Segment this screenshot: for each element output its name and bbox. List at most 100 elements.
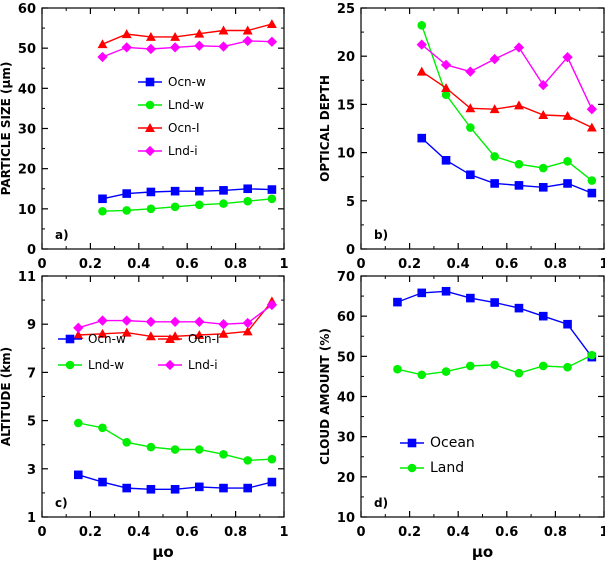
data-point	[219, 199, 228, 208]
data-point	[538, 183, 548, 192]
legend-marker	[145, 100, 155, 110]
x-tick-label: 0	[37, 257, 46, 272]
data-point	[490, 152, 499, 161]
data-point	[417, 288, 427, 298]
data-point	[514, 159, 524, 169]
data-point	[489, 53, 500, 65]
data-point	[98, 477, 107, 487]
y-axis-label: OPTICAL DEPTH	[318, 75, 332, 182]
x-tick-label: 0.2	[398, 257, 421, 272]
x-tick-label: 1	[279, 525, 288, 540]
data-point	[243, 196, 252, 206]
x-tick-label: 0.8	[544, 525, 567, 540]
data-point	[145, 331, 156, 341]
series-s2	[416, 66, 597, 132]
legend-entry: Ocn-I	[168, 121, 200, 135]
y-tick-label: 10	[18, 203, 36, 218]
data-point	[121, 42, 132, 53]
x-tick-label: 0.6	[495, 257, 518, 272]
y-tick-label: 50	[18, 42, 36, 57]
panel-letter: c)	[55, 496, 68, 510]
data-point	[145, 31, 156, 41]
y-tick-label: 30	[18, 123, 36, 138]
data-point	[393, 364, 402, 374]
data-point	[74, 418, 83, 428]
x-tick-label: 0.8	[224, 525, 247, 540]
data-point	[489, 104, 500, 114]
legend-entry: Ocn-I	[188, 332, 220, 346]
y-tick-label: 50	[337, 350, 355, 365]
y-tick-label: 15	[337, 98, 355, 113]
x-axis-label: μo	[472, 543, 493, 561]
data-point	[169, 42, 181, 53]
panel-letter: a)	[55, 228, 69, 242]
data-point	[586, 104, 598, 115]
series-s0	[417, 133, 597, 198]
data-point	[98, 194, 107, 204]
legend-marker	[145, 77, 155, 87]
data-point	[218, 25, 229, 35]
plot-frame-c	[41, 275, 285, 518]
data-point	[416, 39, 427, 50]
data-point	[146, 187, 156, 197]
data-point	[514, 303, 524, 313]
legend-entry: Ocean	[430, 435, 475, 451]
data-point	[538, 311, 548, 321]
y-tick-label: 10	[337, 147, 355, 162]
legend-marker	[145, 123, 155, 132]
series-line	[421, 44, 593, 110]
x-tick-label: 0.8	[544, 257, 567, 272]
data-point	[195, 445, 204, 454]
data-point	[146, 484, 156, 494]
data-point	[267, 454, 277, 464]
data-point	[218, 328, 229, 338]
legend-entry: Land	[430, 460, 464, 476]
data-point	[514, 181, 524, 190]
data-point	[194, 40, 205, 51]
series-ocn-i	[97, 19, 277, 49]
data-point	[219, 450, 228, 459]
data-point	[98, 206, 107, 216]
y-tick-label: 60	[337, 310, 355, 325]
data-point	[98, 423, 107, 433]
y-tick-label: 25	[337, 2, 355, 17]
series-ocean	[393, 286, 597, 362]
x-tick-label: 0	[356, 525, 365, 540]
x-tick-label: 0.4	[127, 257, 150, 272]
y-tick-label: 30	[337, 431, 355, 446]
data-point	[587, 176, 597, 185]
data-point	[440, 59, 452, 71]
data-point	[242, 35, 253, 47]
data-point	[195, 186, 204, 196]
data-point	[170, 445, 180, 454]
series-s1	[417, 21, 597, 185]
x-tick-label: 0.4	[127, 525, 150, 540]
y-tick-label: 20	[18, 163, 36, 178]
y-tick-label: 60	[18, 2, 36, 17]
y-tick-label: 20	[337, 50, 355, 65]
y-tick-label: 1	[27, 511, 36, 526]
legend-a: Ocn-w Lnd-w Ocn-I Lnd-i	[138, 75, 206, 158]
legend-marker	[165, 334, 175, 343]
data-point	[170, 31, 181, 41]
legend-marker	[164, 359, 176, 371]
data-point	[266, 299, 278, 311]
data-point	[121, 29, 132, 39]
y-tick-label: 7	[27, 366, 36, 381]
series-lnd-i	[97, 35, 278, 63]
data-point	[514, 368, 524, 378]
data-point	[266, 36, 278, 47]
x-tick-label: 1	[599, 257, 605, 272]
data-point	[267, 194, 277, 204]
series-lnd-w	[74, 418, 277, 465]
data-point	[122, 437, 131, 447]
data-point	[218, 319, 229, 330]
series-line	[102, 23, 273, 45]
data-point	[145, 316, 157, 327]
data-point	[121, 315, 132, 326]
data-point	[466, 123, 475, 132]
data-point	[417, 21, 427, 30]
legend-marker	[144, 145, 156, 157]
